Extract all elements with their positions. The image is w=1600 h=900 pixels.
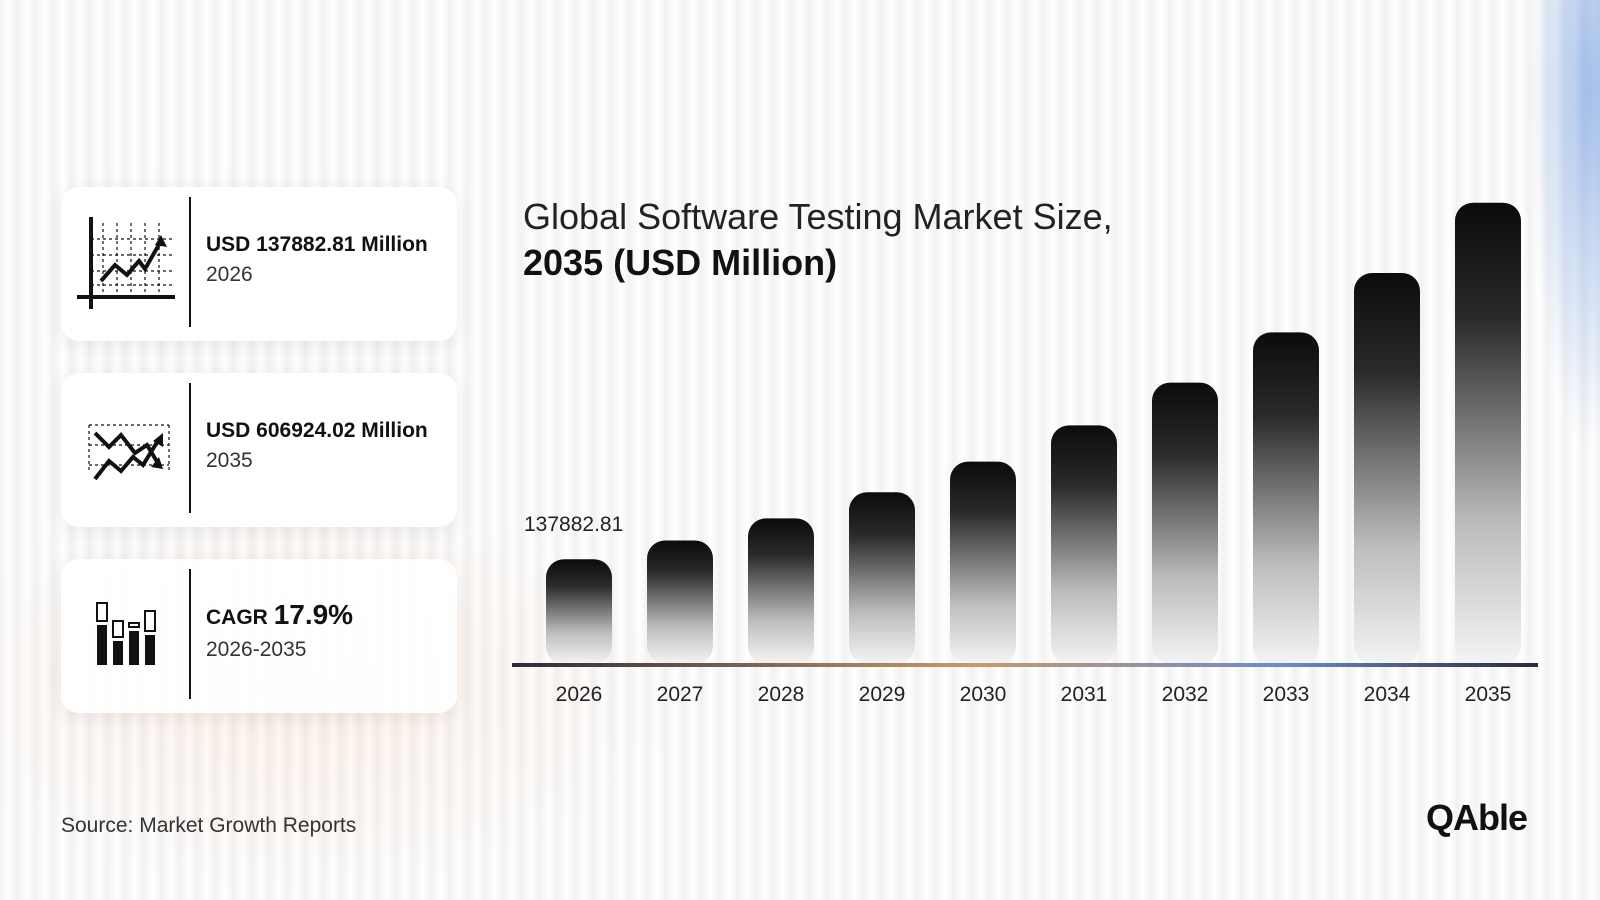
x-tick-label: 2031 <box>1061 683 1108 706</box>
card-divider <box>189 383 191 513</box>
chart-title-line1: Global Software Testing Market Size, <box>523 196 1113 237</box>
growth-chart-icon <box>77 217 175 309</box>
bar-2034 <box>1354 273 1420 664</box>
data-label-2026: 137882.81 <box>524 513 623 536</box>
cagr-label: CAGR <box>206 606 268 629</box>
bar-2035 <box>1455 202 1521 665</box>
bar-2032 <box>1152 382 1218 664</box>
x-tick-label: 2028 <box>758 683 805 706</box>
card-divider <box>189 569 191 699</box>
x-tick-label: 2030 <box>960 683 1007 706</box>
x-tick-label: 2033 <box>1263 683 1310 706</box>
stat-label: 2035 <box>206 449 253 472</box>
x-tick-label: 2026 <box>556 683 603 706</box>
cagr-line: CAGR 17.9% <box>206 599 353 631</box>
crossing-trend-lines-icon <box>88 424 170 481</box>
bar-chart: 137882.81 2026 2027 2028 2029 2030 2031 2032 203… <box>512 202 1538 706</box>
stat-card-2035: USD 606924.02 Million 2035 <box>61 373 457 527</box>
x-axis-tick-labels: 137882.81 2026 2027 2028 2029 2030 2031 2032 203… <box>524 513 1511 706</box>
stat-value: USD 137882.81 Million <box>206 233 428 256</box>
stat-card-2026: USD 137882.81 Million 2026 <box>61 187 457 341</box>
x-tick-label: 2034 <box>1364 683 1411 706</box>
source-note: Source: Market Growth Reports <box>61 814 357 837</box>
bar-2029 <box>849 492 915 664</box>
chart-title: Global Software Testing Market Size, 203… <box>523 194 1113 286</box>
x-axis-baseline <box>512 663 1538 667</box>
chart-title-line2: 2035 (USD Million) <box>523 242 838 283</box>
bar-2027 <box>647 540 713 664</box>
x-tick-label: 2032 <box>1162 683 1209 706</box>
stat-card-cagr: CAGR 17.9% 2026-2035 <box>61 559 457 713</box>
bar-2033 <box>1253 332 1319 664</box>
bar-2028 <box>748 518 814 664</box>
stat-label: 2026-2035 <box>206 638 307 661</box>
card-divider <box>189 197 191 327</box>
x-tick-label: 2035 <box>1465 683 1512 706</box>
bar-2031 <box>1051 425 1117 664</box>
bar-2030 <box>950 461 1016 664</box>
cagr-value: 17.9% <box>273 599 354 630</box>
bar-2026 <box>546 559 612 664</box>
bar-chart-icon <box>96 602 156 665</box>
stat-label: 2026 <box>206 263 253 286</box>
qable-logo: QAble <box>1426 797 1528 838</box>
x-tick-label: 2027 <box>657 683 704 706</box>
bars <box>546 202 1521 665</box>
x-tick-label: 2029 <box>859 683 906 706</box>
stat-value: USD 606924.02 Million <box>206 419 428 442</box>
